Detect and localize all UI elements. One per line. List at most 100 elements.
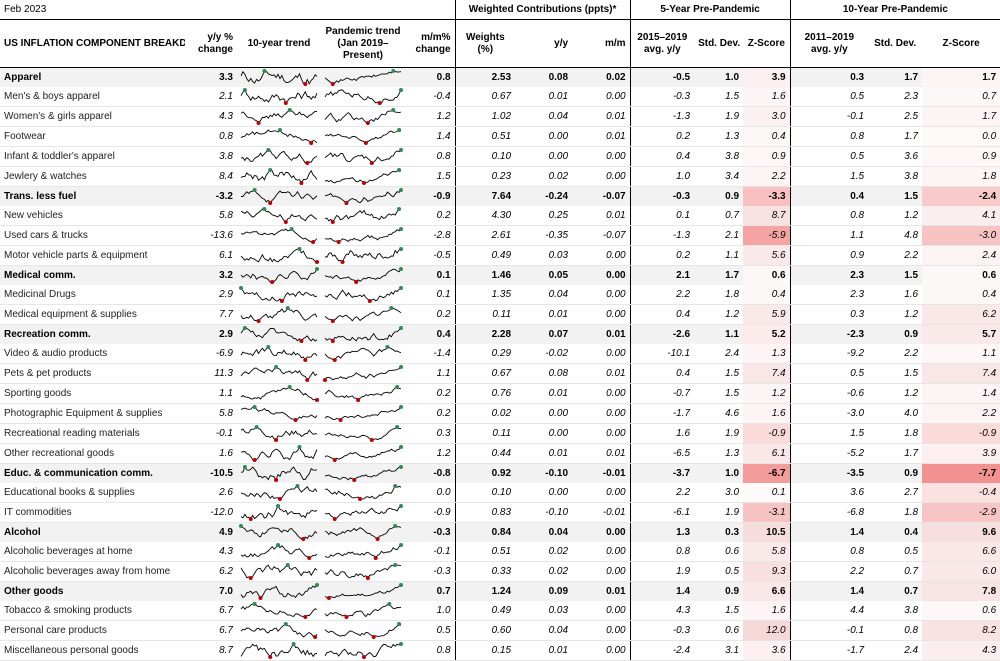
table-row: Alcoholic beverages away from home 6.2 -0.… xyxy=(0,561,1000,582)
sd10-value: 2.4 xyxy=(868,640,923,661)
yy-value: 7.0 xyxy=(185,581,237,601)
pandemic-sparkline-chart xyxy=(324,484,402,501)
avg10-value: -3.0 xyxy=(789,403,869,424)
weighted-yy-value: 0.04 xyxy=(515,522,573,542)
sd5-value: 3.1 xyxy=(694,640,744,661)
sparkline-low-marker xyxy=(252,458,257,462)
avg5-value: 1.0 xyxy=(629,166,695,187)
table-row: Medical equipment & supplies 7.7 0.2 0.11 0.… xyxy=(0,304,1000,325)
pandemic-sparkline-chart xyxy=(324,622,402,639)
name: Used cars & trucks xyxy=(0,225,185,246)
sparkline-low-marker xyxy=(369,438,374,442)
sparkline-path xyxy=(324,643,402,658)
col-avg5-header: 2015–2019 avg. y/y xyxy=(629,19,695,68)
trend10-sparkline xyxy=(237,383,321,404)
sparkline-low-marker xyxy=(305,378,310,382)
sparkline-path xyxy=(324,466,402,481)
sparkline-low-marker xyxy=(332,458,337,462)
avg10-value: 0.5 xyxy=(789,146,869,167)
mm-value: -0.3 xyxy=(405,522,456,542)
z10-value: 0.4 xyxy=(922,285,1000,305)
sparkline-high-marker xyxy=(252,405,257,409)
z10-value: 3.9 xyxy=(922,443,1000,464)
trend10-sparkline xyxy=(237,146,321,167)
sparkline-high-marker xyxy=(389,306,394,310)
trend10-sparkline-chart xyxy=(240,484,318,501)
avg10-value: -3.5 xyxy=(789,463,869,483)
name: Trans. less fuel xyxy=(0,186,185,206)
trend10-sparkline-chart xyxy=(240,306,318,323)
pandemic-sparkline xyxy=(321,146,405,167)
mm-value: -2.8 xyxy=(405,225,456,246)
col-sd10-header: Std. Dev. xyxy=(868,19,923,68)
sparkline-high-marker xyxy=(262,207,267,211)
table-row: Photographic Equipment & supplies 5.8 0.2 0… xyxy=(0,403,1000,424)
sparkline-low-marker xyxy=(377,101,382,105)
table-row: Footwear 0.8 1.4 0.51 0.00 0.01 0.2 1.3 0.4 0.8 1.… xyxy=(0,126,1000,147)
sparkline-low-marker xyxy=(313,635,318,639)
trend10-sparkline-chart xyxy=(240,326,318,343)
group-row: Alcohol 4.9 -0.3 0.84 0.04 0.00 1.3 0.3 10.5 1.4 0… xyxy=(0,522,1000,542)
mm-value: 0.3 xyxy=(405,423,456,444)
trend10-sparkline-chart xyxy=(240,602,318,619)
name: Pets & pet products xyxy=(0,363,185,384)
avg10-value: -1.7 xyxy=(789,640,869,661)
name: Medical equipment & supplies xyxy=(0,304,185,325)
sparkline-low-marker xyxy=(258,596,263,600)
trend10-sparkline-chart xyxy=(240,543,318,560)
z10-value: -2.9 xyxy=(922,502,1000,523)
sd5-value: 2.4 xyxy=(694,344,744,364)
yy-value: 2.9 xyxy=(185,285,237,305)
sd5-value: 0.7 xyxy=(694,206,744,226)
sparkline-high-marker xyxy=(399,188,403,192)
trend10-sparkline xyxy=(237,106,321,127)
avg10-value: 0.4 xyxy=(789,186,869,206)
sparkline-path xyxy=(324,446,402,461)
mm-value: 0.2 xyxy=(405,383,456,404)
weighted-yy-value: 0.01 xyxy=(515,640,573,661)
weighted-mm-value: 0.01 xyxy=(572,324,631,344)
col-wmm-header: m/m xyxy=(572,19,631,68)
sparkline-path xyxy=(240,505,318,520)
weight-value: 2.28 xyxy=(454,324,516,344)
sd10-value: 2.2 xyxy=(868,344,923,364)
sparkline-path xyxy=(324,189,402,204)
pandemic-sparkline-chart xyxy=(324,465,403,482)
weighted-yy-value: -0.24 xyxy=(515,186,573,206)
z5-value: 3.0 xyxy=(743,106,791,127)
avg10-value: 3.6 xyxy=(789,483,869,503)
z5-value: 5.8 xyxy=(743,542,791,562)
weight-value: 0.60 xyxy=(454,620,516,641)
z5-value: 6.1 xyxy=(743,443,791,464)
sparkline-low-marker xyxy=(356,398,361,402)
sd5-value: 0.9 xyxy=(694,581,744,601)
sparkline-low-marker xyxy=(375,537,380,541)
yy-value: 1.1 xyxy=(185,383,237,404)
z5-value: -0.9 xyxy=(743,423,791,444)
z10-value: 0.6 xyxy=(922,265,1000,285)
weighted-yy-value: 0.00 xyxy=(515,483,573,503)
sd10-value: 0.7 xyxy=(868,581,923,601)
sparkline-path xyxy=(240,406,318,421)
weight-value: 0.15 xyxy=(454,640,516,661)
weight-value: 0.49 xyxy=(454,245,516,266)
mm-value: 0.8 xyxy=(405,640,456,661)
weighted-mm-value: 0.00 xyxy=(572,304,631,325)
trend10-sparkline xyxy=(237,443,321,464)
sparkline-path xyxy=(324,564,402,579)
header-row-1: Feb 2023 Weighted Contributions (ppts)* … xyxy=(0,0,1000,20)
weighted-yy-value: 0.05 xyxy=(515,265,573,285)
trend10-sparkline xyxy=(237,640,321,661)
trend10-sparkline xyxy=(237,186,321,206)
trend10-sparkline xyxy=(237,601,321,621)
pandemic-sparkline xyxy=(321,620,405,641)
z10-value: 5.7 xyxy=(922,324,1000,344)
mm-value: -0.8 xyxy=(405,463,456,483)
pandemic-sparkline xyxy=(321,87,405,107)
sparkline-low-marker xyxy=(268,655,273,659)
sparkline-low-marker xyxy=(332,358,337,362)
sd5-value: 2.1 xyxy=(694,225,744,246)
sparkline-path xyxy=(324,525,402,540)
sparkline-low-marker xyxy=(369,161,374,165)
